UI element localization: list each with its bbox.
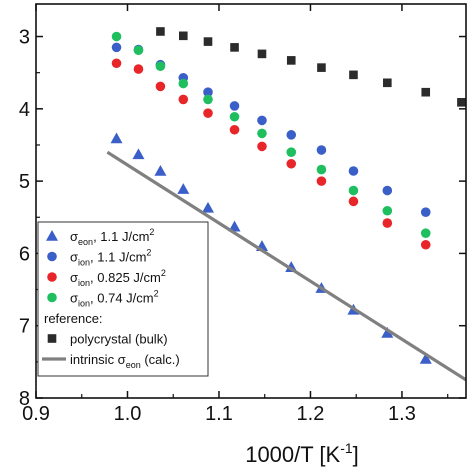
series-2-point (133, 64, 144, 74)
series-3-point (382, 205, 393, 216)
x-tick-label: 1.3 (388, 403, 416, 425)
series-3-point (348, 185, 359, 196)
series-4-point (383, 78, 392, 88)
legend-label-2: σion, 0.825 J/cm2 (70, 268, 166, 288)
series-3-point (420, 228, 431, 238)
legend-box (37, 221, 209, 377)
data-marks (106, 27, 466, 382)
series-2-point (178, 94, 189, 105)
series-2-point (420, 239, 431, 250)
x-tick-label: 1.2 (297, 403, 325, 425)
series-2-point (348, 196, 359, 207)
y-tick-label: 6 (19, 243, 30, 265)
series-1-point (203, 87, 213, 97)
series-2-point (111, 58, 122, 69)
y-tick-label: 8 (19, 388, 30, 410)
series-2-point (155, 81, 166, 92)
series-1-point (111, 42, 122, 53)
series-2-point (382, 218, 393, 228)
series-4-point (457, 98, 466, 107)
series-3-point (286, 147, 297, 158)
series-0-point (154, 164, 167, 176)
x-axis-title-end: ] (353, 442, 359, 467)
x-axis-title: 1000/T [K-1] (245, 440, 359, 467)
series-3-point (111, 31, 122, 42)
series-3-point (155, 61, 166, 71)
series-4-point (178, 31, 188, 41)
series-2-point (286, 158, 297, 169)
series-0-point (381, 326, 394, 338)
series-1-point (420, 207, 431, 218)
series-1-point (286, 130, 297, 140)
y-tick-label: 7 (19, 316, 30, 338)
x-tick-label: 0.9 (22, 403, 50, 425)
y-tick-label: 4 (19, 99, 30, 121)
y-tick-label: 5 (19, 171, 30, 193)
y-tick-label: 3 (19, 27, 30, 49)
series-0-point (228, 220, 241, 232)
series-2-point (203, 108, 213, 118)
legend-label-5: intrinsic σeon (calc.) (70, 352, 180, 370)
series-2-point (316, 176, 327, 186)
legend-label-0: σeon, 1.1 J/cm2 (70, 227, 154, 247)
series-0-point (202, 201, 214, 213)
series-1-point (229, 101, 240, 111)
legend-label-4: polycrystal (bulk) (70, 332, 168, 347)
legend-label-3: σion, 0.74 J/cm2 (70, 289, 159, 309)
series-3-point (316, 164, 327, 175)
series-1-point (257, 115, 267, 126)
x-tick-label: 1.1 (205, 403, 233, 425)
legend-heading: reference: (44, 311, 103, 326)
series-4-point (156, 27, 165, 36)
series-4-point (203, 37, 213, 46)
series-4-point (286, 56, 296, 65)
x-tick-label: 1.0 (114, 403, 142, 425)
legend-symbol-3 (47, 292, 57, 303)
series-1-point (348, 166, 359, 176)
series-3-point (229, 111, 240, 122)
series-4-point (349, 70, 358, 80)
legend-label-1: σion, 1.1 J/cm2 (70, 248, 151, 268)
series-3-point (257, 128, 267, 139)
series-0-point (132, 148, 145, 160)
x-axis-title-main: 1000/T [K (245, 442, 340, 467)
x-axis-title-superscript: -1 (340, 440, 353, 456)
series-0-point (419, 352, 432, 364)
series-4-point (230, 43, 239, 52)
series-2-point (257, 141, 267, 152)
legend-symbol-1 (47, 251, 57, 262)
series-1-point (316, 145, 327, 155)
series-4-point (257, 49, 267, 59)
series-3-point (203, 94, 213, 105)
series-3-point (133, 45, 144, 56)
plot-frame (35, 3, 467, 399)
svg-text:1000/T [K-1]: 1000/T [K-1] (245, 440, 359, 467)
legend-symbol-4 (47, 334, 57, 343)
series-0-point (110, 132, 123, 144)
series-1-point (382, 185, 393, 196)
series-0-point (177, 183, 190, 194)
series-2-point (229, 124, 240, 135)
legend-symbol-0 (46, 230, 58, 241)
series-4-point (317, 63, 326, 72)
axes: 0.9 1.0 1.1 1.2 1.3 3 4 5 6 7 8 (19, 3, 467, 425)
series-3-point (178, 78, 189, 89)
series-line-intrinsic-calc (106, 150, 466, 382)
legend-symbol-2 (47, 272, 57, 282)
series-4-point (421, 87, 431, 97)
